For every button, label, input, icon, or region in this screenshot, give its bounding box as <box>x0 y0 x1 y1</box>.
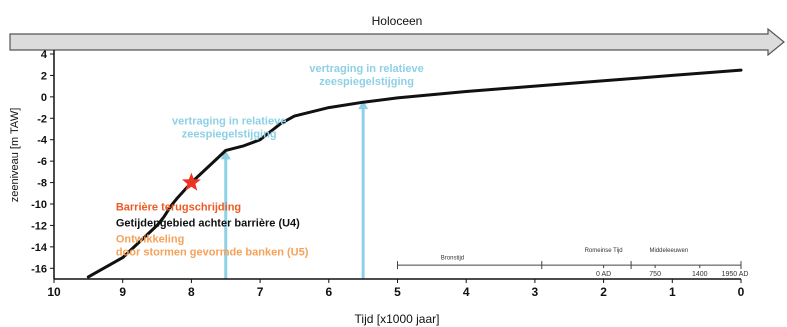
period-arrow <box>9 27 785 57</box>
annotation-line: Barrière terugschrijding <box>116 201 241 213</box>
x-tick-label: 4 <box>463 285 470 299</box>
y-tick-label: -10 <box>31 199 47 211</box>
annotation-line: door stormen gevormde banken (U5) <box>116 247 309 259</box>
era-label: Romeinse Tijd <box>585 248 623 254</box>
arrow-head-1 <box>220 150 231 160</box>
y-tick-label: -2 <box>37 113 47 125</box>
y-tick-label: 0 <box>41 92 47 104</box>
x-axis-label: Tijd [x1000 jaar] <box>355 312 440 326</box>
annotation-line: zeespiegelstijging <box>182 129 277 141</box>
x-tick-label: 6 <box>325 285 332 299</box>
y-tick-label: -6 <box>37 156 47 168</box>
y-tick-label: 4 <box>41 49 48 61</box>
era-date-label: 0 AD <box>596 271 611 278</box>
annotation-1: vertraging in relatieve zeespiegelstijgin… <box>172 116 286 141</box>
x-tick-label: 0 <box>738 285 745 299</box>
annotation-line: Getijdengebied achter barrière (U4) <box>116 218 300 230</box>
y-tick-label: -12 <box>31 220 47 232</box>
arrow-head-2 <box>358 100 369 110</box>
era-label: Bronstijd <box>441 256 464 262</box>
y-axis-label: zeeniveau [m TAW] <box>9 108 21 203</box>
period-label: Holoceen <box>372 14 423 28</box>
x-tick-label: 1 <box>669 285 676 299</box>
y-tick-label: -4 <box>37 135 48 147</box>
x-tick-label: 8 <box>188 285 195 299</box>
y-tick-label: -16 <box>31 263 47 275</box>
annotation-line: vertraging in relatieve <box>309 63 423 75</box>
star-marker <box>181 172 201 191</box>
x-tick-label: 2 <box>600 285 607 299</box>
annotation-2: vertraging in relatieve zeespiegelstijgin… <box>309 63 423 88</box>
x-tick-label: 5 <box>394 285 401 299</box>
y-tick-label: -8 <box>37 178 47 190</box>
annotation-line: zeespiegelstijging <box>319 76 414 88</box>
era-date-label: 750 <box>649 271 661 278</box>
period-bar: Holoceen <box>9 14 785 57</box>
x-tick-label: 3 <box>532 285 539 299</box>
annotation-line: Ontwikkeling <box>116 234 184 246</box>
annotation-line: vertraging in relatieve <box>172 116 286 128</box>
annotation-3: Barrière terugschrijding <box>116 201 241 213</box>
x-tick-label: 10 <box>47 285 61 299</box>
y-tick-label: 2 <box>41 70 47 82</box>
era-label: Middeleeuwen <box>650 248 689 254</box>
annotation-5: Ontwikkeling door stormen gevormde banken… <box>116 234 309 259</box>
era-date-label: 1400 <box>692 271 708 278</box>
sea-level-curve <box>86 68 743 279</box>
x-tick-label: 9 <box>119 285 126 299</box>
era-date-label: 1950 AD <box>722 271 749 278</box>
x-tick-label: 7 <box>257 285 264 299</box>
y-tick-label: -14 <box>31 242 48 254</box>
annotation-4: Getijdengebied achter barrière (U4) <box>116 218 300 230</box>
